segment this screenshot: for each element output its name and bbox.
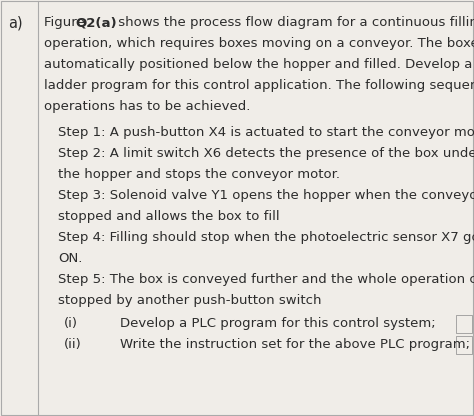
Text: operation, which requires boxes moving on a conveyor. The boxes are: operation, which requires boxes moving o… [44, 37, 474, 50]
Text: stopped and allows the box to fill: stopped and allows the box to fill [58, 210, 280, 223]
Text: (ii): (ii) [64, 338, 82, 351]
Text: a): a) [8, 16, 23, 31]
Text: Figure: Figure [44, 16, 89, 29]
Text: stopped by another push-button switch: stopped by another push-button switch [58, 294, 321, 307]
Text: Q2(a): Q2(a) [75, 16, 117, 29]
Text: Step 2: A limit switch X6 detects the presence of the box underneath: Step 2: A limit switch X6 detects the pr… [58, 147, 474, 160]
Text: the hopper and stops the conveyor motor.: the hopper and stops the conveyor motor. [58, 168, 340, 181]
Text: Step 4: Filling should stop when the photoelectric sensor X7 goes: Step 4: Filling should stop when the pho… [58, 231, 474, 244]
Bar [456, 315, 472, 333]
Bar [456, 336, 472, 354]
Text: (i): (i) [64, 317, 78, 330]
Text: automatically positioned below the hopper and filled. Develop a PLC: automatically positioned below the hoppe… [44, 58, 474, 71]
Text: Write the instruction set for the above PLC program;: Write the instruction set for the above … [120, 338, 470, 351]
Text: shows the process flow diagram for a continuous filling: shows the process flow diagram for a con… [114, 16, 474, 29]
Text: ladder program for this control application. The following sequence of: ladder program for this control applicat… [44, 79, 474, 92]
Text: Step 5: The box is conveyed further and the whole operation can be: Step 5: The box is conveyed further and … [58, 273, 474, 286]
Text: Step 3: Solenoid valve Y1 opens the hopper when the conveyor is: Step 3: Solenoid valve Y1 opens the hopp… [58, 189, 474, 202]
Text: Develop a PLC program for this control system;: Develop a PLC program for this control s… [120, 317, 436, 330]
Text: operations has to be achieved.: operations has to be achieved. [44, 100, 250, 113]
Text: Step 1: A push-button X4 is actuated to start the conveyor motor Y0.: Step 1: A push-button X4 is actuated to … [58, 126, 474, 139]
Text: ON.: ON. [58, 252, 82, 265]
